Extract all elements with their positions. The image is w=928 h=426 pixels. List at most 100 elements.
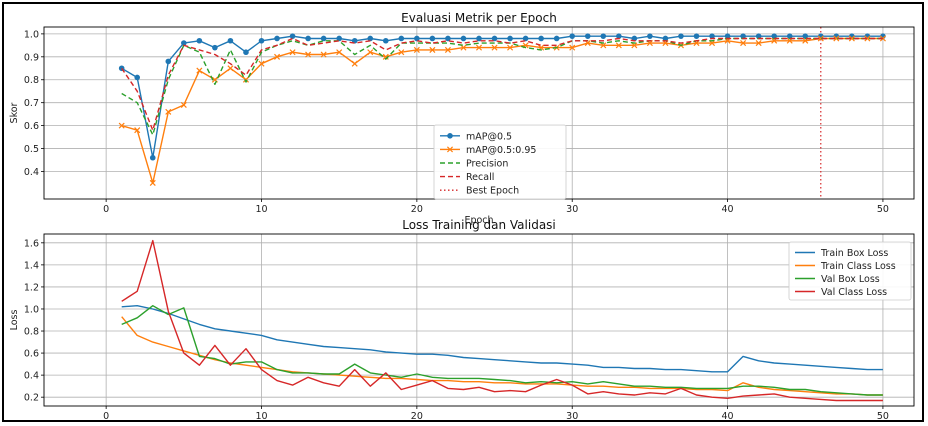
y-tick-label: 1.0: [24, 304, 39, 315]
data-point: [631, 42, 638, 49]
legend-label: Precision: [466, 159, 508, 170]
legend-entry: Val Box Loss: [795, 274, 880, 285]
data-point: [507, 35, 513, 42]
y-tick-label: 0.5: [24, 144, 39, 155]
chart-title: Loss Training dan Validasi: [402, 218, 556, 232]
x-tick-label: 50: [877, 411, 889, 420]
chart-panel-1: 0 10 20 30 40 50 0.4 0.5 0.6 0.7 0.8 0.9 1.0 Evaluasi…: [9, 11, 915, 226]
series-val-class-loss: [121, 239, 883, 402]
y-tick-label: 0.4: [24, 371, 39, 382]
data-point: [367, 49, 374, 56]
data-point: [351, 60, 358, 67]
legend-marker: [447, 133, 453, 139]
legend-label: Recall: [466, 172, 494, 183]
data-point: [616, 33, 622, 39]
series-line: [121, 37, 883, 131]
data-point: [258, 60, 265, 67]
data-point: [848, 35, 855, 42]
data-point: [367, 35, 374, 42]
legend-label: Train Box Loss: [820, 248, 888, 259]
legend-label: mAP@0.5: [466, 131, 512, 142]
y-tick-label: 1.0: [24, 29, 39, 40]
series-map-0-5: [118, 33, 886, 161]
data-point: [755, 33, 762, 39]
data-point: [305, 51, 312, 58]
data-point: [134, 127, 141, 134]
x-tick-label: 0: [103, 204, 109, 215]
data-point: [382, 53, 389, 60]
legend-entry: Recall: [440, 172, 494, 183]
x-tick-label: 50: [877, 204, 889, 215]
legend-box: [433, 124, 567, 200]
data-point: [336, 35, 342, 42]
y-tick-label: 0.9: [24, 52, 39, 63]
x-tick-label: 0: [103, 411, 109, 420]
y-tick-label: 0.7: [24, 98, 39, 109]
x-axis-label: Epoch: [464, 215, 493, 226]
data-point: [553, 35, 560, 42]
legend-entry: Val Class Loss: [795, 287, 887, 298]
data-point: [584, 33, 591, 39]
data-point: [165, 108, 172, 115]
data-point: [491, 35, 498, 42]
legend-label: Train Class Loss: [820, 261, 896, 272]
data-point: [740, 40, 747, 47]
data-point: [631, 35, 638, 42]
series-train-box-loss: [121, 305, 883, 373]
data-point: [879, 35, 886, 42]
x-tick-label: 20: [411, 411, 423, 420]
data-point: [149, 179, 156, 186]
y-axis-label: Skor: [9, 102, 20, 123]
data-point: [771, 33, 777, 39]
data-point: [802, 33, 809, 39]
data-point: [382, 37, 389, 44]
chart-panel-2: 0 10 20 30 40 50 0.2 0.4 0.6 0.8 1.0 1.2 1.4 1.6 Loss …: [9, 218, 915, 420]
legend-label: mAP@0.5:0.95: [466, 145, 536, 156]
data-point: [149, 154, 156, 161]
data-point: [864, 35, 871, 42]
legend-entry: Precision: [440, 159, 508, 170]
data-point: [227, 65, 234, 72]
y-tick-label: 1.6: [24, 238, 39, 249]
data-point: [181, 40, 187, 46]
data-point: [398, 49, 405, 56]
data-point: [242, 76, 249, 83]
data-point: [320, 51, 327, 58]
data-point: [227, 37, 234, 44]
y-tick-label: 0.6: [24, 121, 39, 132]
data-point: [444, 46, 451, 53]
data-point: [817, 35, 824, 42]
data-point: [678, 33, 684, 39]
data-point: [786, 33, 793, 39]
data-point: [320, 35, 327, 42]
data-point: [274, 35, 280, 42]
data-point: [414, 35, 420, 42]
data-point: [165, 58, 172, 65]
data-point: [180, 101, 187, 108]
y-tick-label: 0.2: [24, 393, 39, 404]
chart-title: Evaluasi Metrik per Epoch: [401, 11, 557, 25]
data-point: [413, 46, 420, 53]
data-point: [445, 35, 451, 42]
x-tick-label: 20: [411, 204, 423, 215]
data-point: [615, 42, 622, 49]
plot-data-area: [121, 239, 883, 402]
data-point: [134, 74, 141, 81]
data-point: [755, 40, 762, 47]
legend: Train Box Loss Train Class Loss Val Box Lo…: [788, 241, 912, 301]
data-point: [289, 33, 296, 39]
legend-entry: Train Box Loss: [795, 248, 888, 259]
x-tick-label: 40: [722, 411, 734, 420]
legend-entry: mAP@0.5:0.95: [440, 145, 536, 156]
data-point: [600, 33, 607, 39]
legend-entry: Best Epoch: [440, 186, 519, 197]
legend-label: Val Class Loss: [821, 287, 887, 298]
data-point: [289, 49, 296, 56]
legend-marker: [446, 146, 454, 153]
legend-box: [788, 241, 912, 301]
data-point: [243, 49, 249, 56]
y-tick-label: 0.4: [24, 167, 39, 178]
data-point: [398, 35, 405, 42]
y-tick-label: 1.2: [24, 282, 39, 293]
data-point: [429, 35, 436, 42]
